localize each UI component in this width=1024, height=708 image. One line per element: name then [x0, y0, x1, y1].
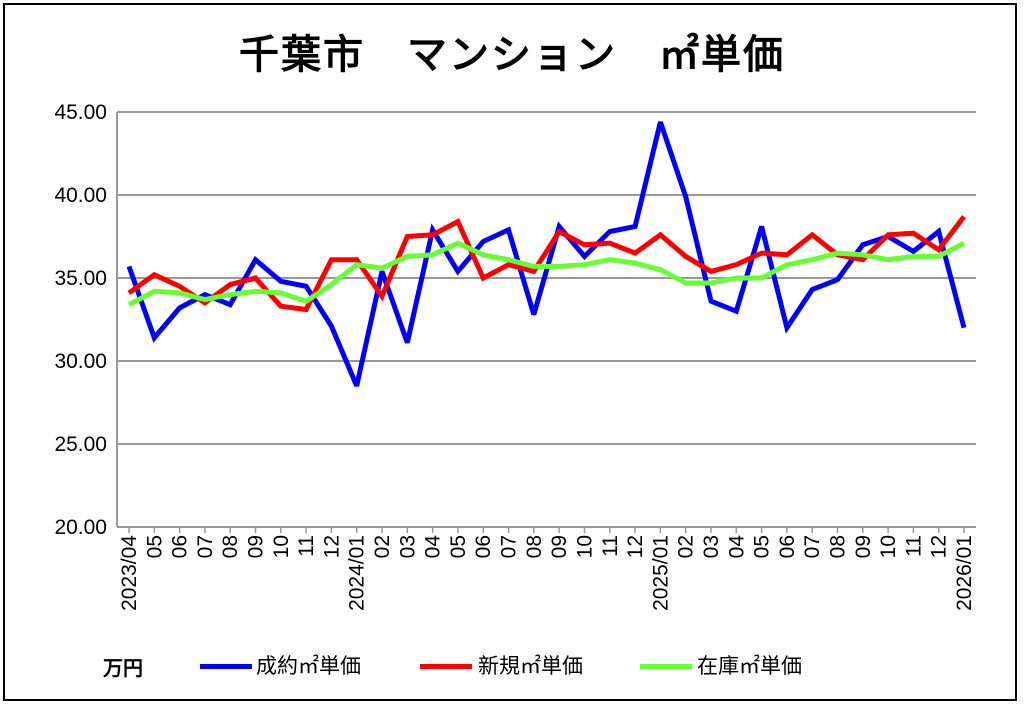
x-tick-label: 07 — [194, 535, 217, 558]
x-tick-label: 12 — [320, 535, 343, 558]
y-unit-label: 万円 — [103, 656, 143, 680]
x-tick-label: 02 — [371, 535, 394, 558]
x-tick-label: 08 — [219, 535, 242, 558]
x-tick-label: 07 — [498, 535, 521, 558]
y-tick-label: 45.00 — [54, 101, 107, 124]
x-tick-label: 03 — [700, 535, 723, 558]
x-tick-label: 05 — [751, 535, 774, 558]
legend-label-contract: 成約㎡単価 — [256, 654, 361, 678]
legend-swatch-new — [420, 664, 472, 669]
x-tick-label: 09 — [245, 535, 268, 558]
x-tick-label: 10 — [270, 535, 293, 558]
x-tick-label: 2023/04 — [118, 535, 141, 611]
chart-title: 千葉市 マンション ㎡単価 — [239, 32, 785, 78]
legend-swatch-stock — [640, 664, 692, 669]
series-line-2 — [127, 240, 966, 307]
x-tick-label: 07 — [801, 535, 824, 558]
chart-frame — [3, 3, 1017, 701]
x-tick-label: 09 — [852, 535, 875, 558]
y-tick-label: 40.00 — [54, 184, 107, 207]
series-line-0 — [126, 121, 967, 387]
x-tick-label: 06 — [776, 535, 799, 558]
y-tick-label: 35.00 — [54, 267, 107, 290]
x-tick-label: 11 — [902, 535, 925, 557]
x-tick-label: 11 — [599, 535, 622, 557]
x-tick-label: 08 — [523, 535, 546, 558]
x-tick-label: 11 — [295, 535, 318, 557]
x-tick-label: 09 — [548, 535, 571, 558]
y-tick-label: 25.00 — [54, 433, 107, 456]
x-tick-label: 06 — [169, 535, 192, 558]
x-tick-label: 10 — [573, 535, 596, 558]
legend-swatch-contract — [200, 664, 252, 669]
x-tick-label: 05 — [447, 535, 470, 558]
y-tick-label: 30.00 — [54, 350, 107, 373]
legend-label-stock: 在庫㎡単価 — [697, 654, 802, 678]
x-tick-label: 2024/01 — [346, 535, 369, 611]
legend-label-new: 新規㎡単価 — [478, 654, 583, 678]
x-tick-label: 02 — [675, 535, 698, 558]
x-tick-label: 10 — [877, 535, 900, 558]
x-tick-label: 2025/01 — [649, 535, 672, 611]
x-tick-label: 04 — [725, 535, 748, 559]
x-tick-label: 12 — [624, 535, 647, 558]
x-tick-label: 12 — [928, 535, 951, 558]
x-tick-label: 03 — [396, 535, 419, 558]
x-tick-label: 08 — [826, 535, 849, 558]
x-tick-label: 04 — [422, 535, 445, 559]
x-tick-label: 2026/01 — [953, 535, 976, 611]
x-tick-label: 05 — [143, 535, 166, 558]
y-tick-label: 20.00 — [54, 516, 107, 539]
x-tick-label: 06 — [472, 535, 495, 558]
